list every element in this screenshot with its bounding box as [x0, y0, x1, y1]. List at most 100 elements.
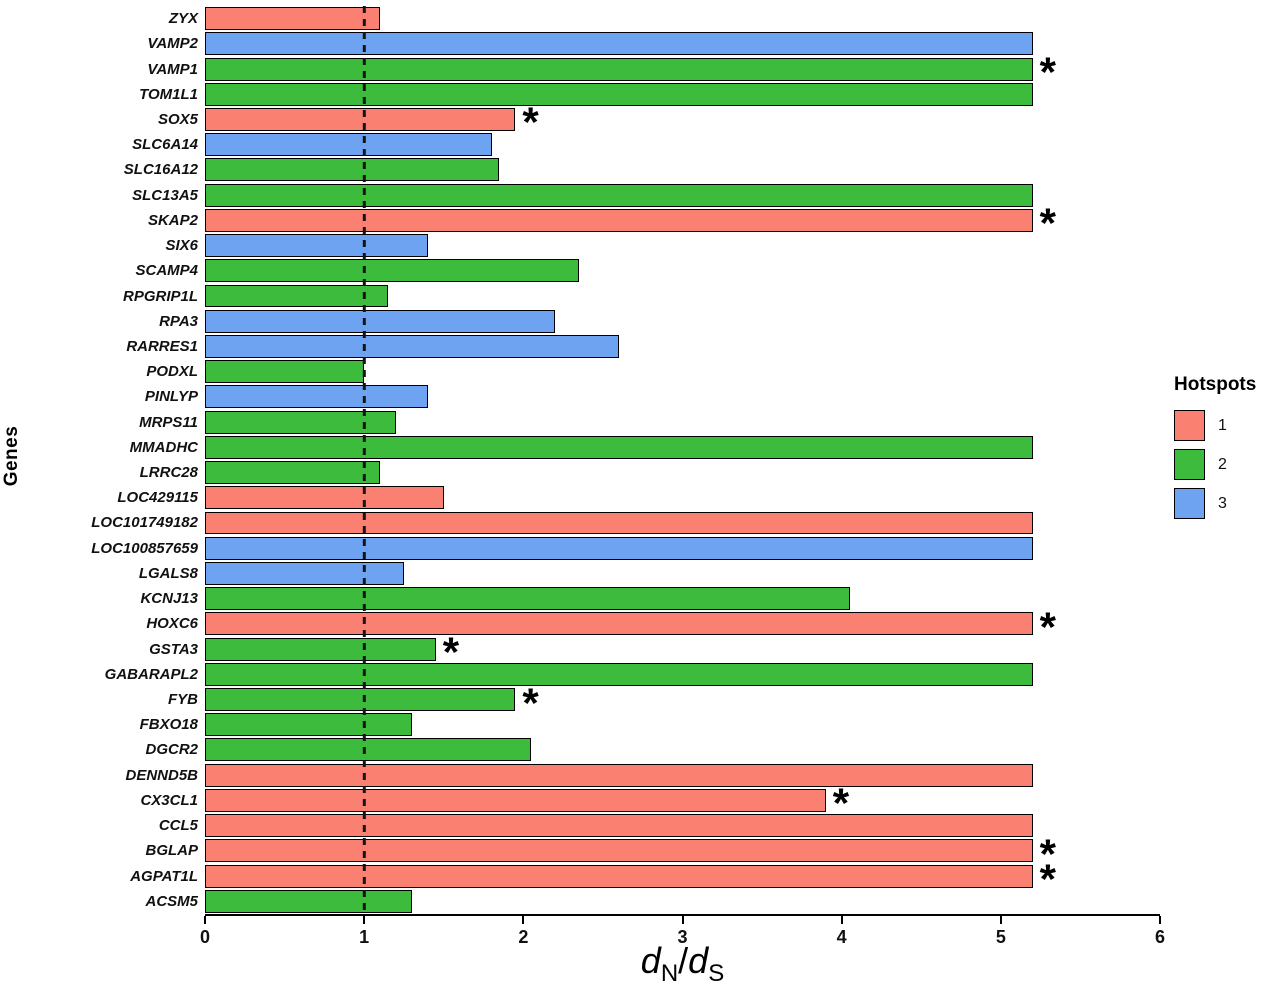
gene-label-rpa3: RPA3 [159, 312, 198, 330]
gene-row: PINLYP [0, 384, 1160, 409]
x-axis-label-slash: / [678, 940, 689, 981]
bar-vamp1 [205, 57, 1033, 81]
gene-label-rarres1: RARRES1 [126, 337, 198, 355]
gene-row: VAMP2 [0, 31, 1160, 56]
legend-title: Hotspots [1174, 374, 1257, 395]
bar-track [205, 813, 1160, 838]
plot-area: ZYX VAMP2 VAMP1 * TOM1L1 SOX5 * SLC6A14 SLC16A12… [0, 6, 1160, 914]
gene-row: CX3CL1 * [0, 782, 1160, 824]
x-axis-label-d2: d [688, 940, 709, 981]
bar-podxl [205, 360, 365, 384]
bar-rpa3 [205, 309, 556, 333]
bar-loc101749182 [205, 511, 1033, 535]
bar-track [205, 183, 1160, 208]
x-axis-label-d1: d [640, 940, 661, 981]
legend-label: 2 [1218, 455, 1227, 473]
bar-track: * [205, 631, 1160, 673]
legend-item-hotspot-2: 2 [1174, 449, 1256, 480]
gene-label-six6: SIX6 [165, 237, 198, 255]
gene-label-rpgrip1l: RPGRIP1L [122, 287, 198, 305]
gene-label-sox5: SOX5 [157, 110, 198, 128]
legend-label: 3 [1218, 494, 1227, 512]
bar-zyx [205, 7, 381, 31]
bar-bglap [205, 839, 1033, 863]
gene-label-slc13a5: SLC13A5 [132, 186, 198, 204]
bar-track: * [205, 858, 1160, 900]
gene-label-tom1l1: TOM1L1 [139, 85, 198, 103]
gene-label-gabarapl2: GABARAPL2 [104, 665, 198, 683]
gene-label-loc101749182: LOC101749182 [91, 514, 198, 532]
gene-row: GABARAPL2 [0, 662, 1160, 687]
bar-scamp4 [205, 259, 580, 283]
gene-row: SOX5 * [0, 101, 1160, 143]
x-axis-label: dN/dS [205, 940, 1160, 988]
bar-track: * [205, 833, 1160, 875]
x-axis-tick-label: 0 [199, 927, 211, 947]
bar-slc6a14 [205, 133, 492, 157]
legend-label: 1 [1218, 416, 1227, 434]
axis-spacer [0, 914, 205, 954]
bar-dennd5b [205, 763, 1033, 787]
legend-swatch [1174, 410, 1205, 441]
significance-asterisk: * [442, 628, 460, 676]
bar-sox5 [205, 108, 516, 131]
legend-item-hotspot-1: 1 [1174, 410, 1256, 441]
gene-label-fbxo18: FBXO18 [139, 716, 198, 734]
bar-track [205, 712, 1160, 737]
gene-row: RARRES1 [0, 334, 1160, 359]
bar-track: * [205, 202, 1160, 244]
bar-acsm5 [205, 889, 412, 913]
gene-row: SKAP2 * [0, 202, 1160, 244]
significance-asterisk: * [1039, 855, 1057, 903]
gene-label-skap2: SKAP2 [147, 211, 198, 229]
gene-row: DGCR2 [0, 737, 1160, 762]
bar-mrps11 [205, 410, 396, 434]
gene-label-pinlyp: PINLYP [144, 388, 198, 406]
gene-label-slc6a14: SLC6A14 [132, 136, 198, 154]
bar-tom1l1 [205, 82, 1033, 106]
bar-track [205, 132, 1160, 157]
x-axis-tick-label: 5 [995, 927, 1006, 947]
gene-row: PODXL [0, 359, 1160, 384]
bar-track [205, 737, 1160, 762]
significance-asterisk: * [1039, 830, 1057, 878]
gene-row: CCL5 [0, 813, 1160, 838]
x-axis: 0 1 2 3 4 5 6 [0, 914, 1165, 954]
gene-row: SLC16A12 [0, 157, 1160, 182]
bar-lgals8 [205, 561, 404, 585]
x-axis-tick-label: 6 [1154, 927, 1166, 947]
gene-label-mmadhc: MMADHC [129, 438, 198, 456]
bar-track [205, 889, 1160, 914]
x-axis-line: 0 1 2 3 4 5 6 [200, 914, 1165, 954]
bar-track: * [205, 51, 1160, 93]
x-axis-tick [840, 916, 843, 924]
gene-label-dennd5b: DENND5B [125, 766, 198, 784]
bar-track [205, 233, 1160, 258]
bar-mmadhc [205, 435, 1033, 459]
bar-track [205, 359, 1160, 384]
bar-rarres1 [205, 334, 619, 358]
bar-track [205, 510, 1160, 535]
bar-ccl5 [205, 814, 1033, 838]
significance-asterisk: * [832, 779, 850, 827]
gene-row: TOM1L1 [0, 82, 1160, 107]
x-axis-label-sub1: N [660, 960, 679, 988]
bar-loc100857659 [205, 536, 1033, 560]
legend-swatch [1174, 488, 1205, 519]
bar-track [205, 309, 1160, 334]
bar-gabarapl2 [205, 662, 1033, 686]
gene-label-hoxc6: HOXC6 [146, 615, 198, 633]
bar-track: * [205, 782, 1160, 824]
bar-track: * [205, 606, 1160, 648]
gene-row: HOXC6 * [0, 606, 1160, 648]
gene-label-slc16a12: SLC16A12 [123, 161, 198, 179]
gene-label-bglap: BGLAP [145, 842, 199, 860]
gene-label-podxl: PODXL [146, 363, 198, 381]
bar-vamp2 [205, 32, 1033, 56]
significance-asterisk: * [1039, 48, 1057, 96]
bar-rows: ZYX VAMP2 VAMP1 * TOM1L1 SOX5 * SLC6A14 SLC16A12… [0, 6, 1160, 914]
x-axis-tick [204, 916, 206, 924]
gene-label-lgals8: LGALS8 [138, 564, 198, 582]
x-axis-tick [1159, 916, 1161, 924]
gene-label-scamp4: SCAMP4 [135, 262, 198, 280]
